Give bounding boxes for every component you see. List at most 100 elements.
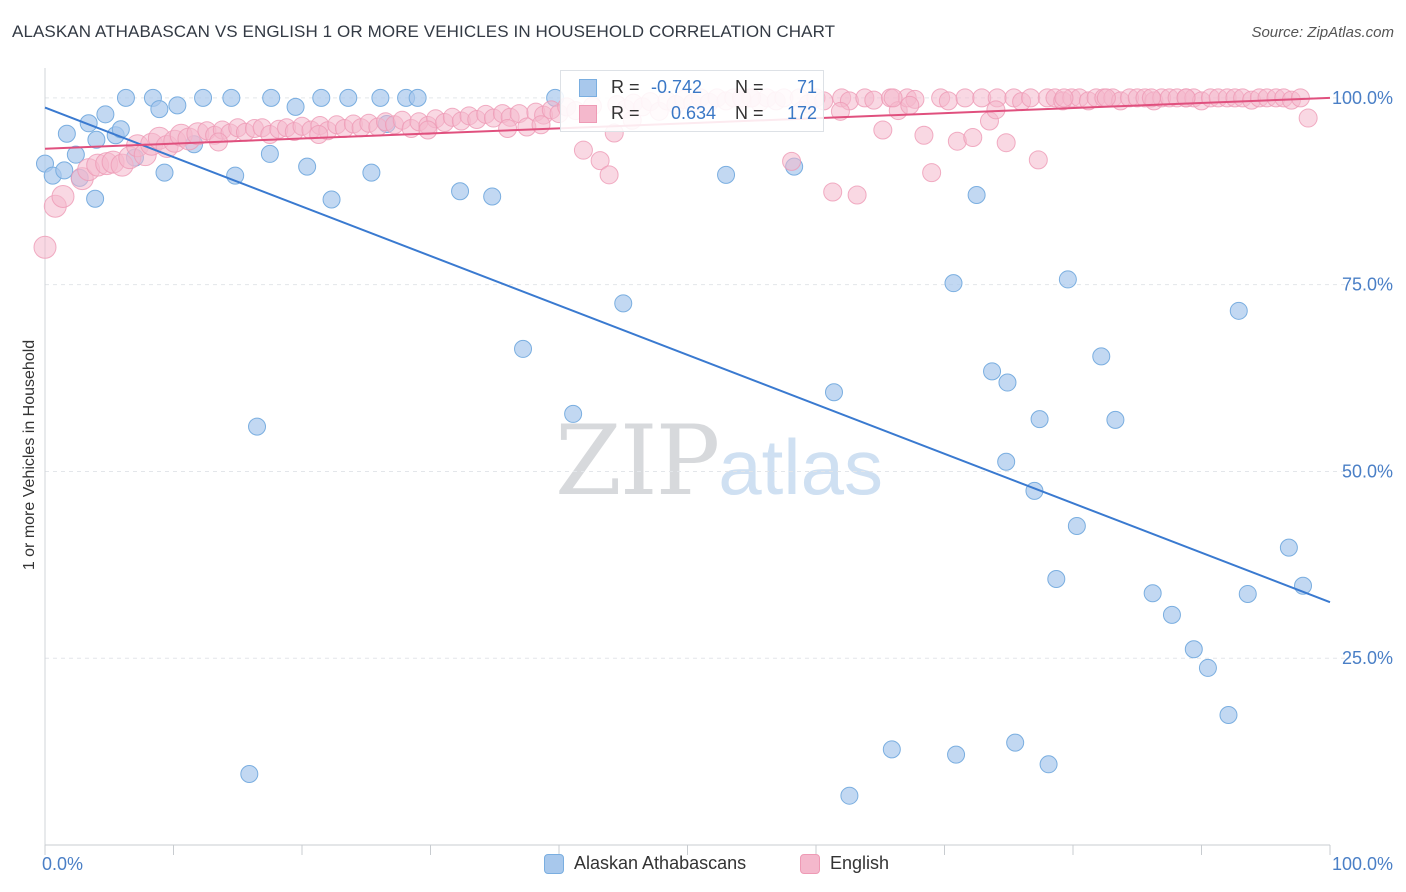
point-alaskan-athabascan — [997, 452, 1016, 471]
point-alaskan-athabascan — [262, 88, 281, 107]
point-alaskan-athabascan — [1006, 733, 1025, 752]
y-axis-label: 1 or more Vehicles in Household — [21, 339, 38, 571]
point-english — [33, 235, 57, 259]
point-english — [1054, 88, 1074, 108]
point-alaskan-athabascan — [1067, 516, 1086, 535]
point-alaskan-athabascan — [87, 130, 106, 149]
point-alaskan-athabascan — [1047, 570, 1066, 589]
r-value-english: 0.634 — [671, 103, 717, 123]
watermark-atlas: atlas — [718, 423, 883, 511]
point-alaskan-athabascan — [298, 157, 317, 176]
legend-label-english: English — [830, 853, 890, 873]
point-alaskan-athabascan — [286, 97, 305, 116]
legend-label-alaskan: Alaskan Athabascans — [574, 853, 747, 873]
point-english — [900, 95, 920, 115]
point-english — [830, 101, 850, 121]
point-english — [938, 91, 958, 111]
point-english — [531, 115, 551, 135]
point-alaskan-athabascan — [840, 786, 859, 805]
point-alaskan-athabascan — [260, 144, 279, 163]
point-english — [864, 90, 884, 110]
chart-title: ALASKAN ATHABASCAN VS ENGLISH 1 OR MORE … — [12, 22, 836, 41]
point-alaskan-athabascan — [1279, 538, 1298, 557]
series-alaskan-athabascans-points — [36, 88, 1313, 805]
point-alaskan-athabascan — [1219, 706, 1238, 725]
point-alaskan-athabascan — [451, 182, 470, 201]
point-alaskan-athabascan — [362, 163, 381, 182]
point-english — [823, 182, 843, 202]
point-english — [51, 185, 75, 209]
watermark: ZIPatlas — [555, 405, 883, 517]
point-alaskan-athabascan — [1106, 410, 1125, 429]
point-english — [922, 163, 942, 183]
point-alaskan-athabascan — [1058, 270, 1077, 289]
r-label: R = — [611, 103, 640, 123]
point-alaskan-athabascan — [168, 96, 187, 115]
point-english — [847, 185, 867, 205]
point-english — [996, 133, 1016, 153]
legend-swatch-blue — [579, 79, 597, 97]
point-alaskan-athabascan — [1238, 584, 1257, 603]
point-english — [1298, 108, 1318, 128]
legend-swatch-pink — [579, 105, 597, 123]
r-value-alaskan: -0.742 — [651, 77, 703, 97]
n-label: N = — [735, 103, 764, 123]
point-alaskan-athabascan — [947, 745, 966, 764]
point-alaskan-athabascan — [967, 186, 986, 205]
point-alaskan-athabascan — [944, 274, 963, 293]
point-alaskan-athabascan — [116, 88, 135, 107]
point-english — [1021, 88, 1041, 108]
point-alaskan-athabascan — [55, 161, 74, 180]
point-english — [782, 151, 802, 171]
source-credit: Source: ZipAtlas.com — [1251, 24, 1394, 41]
n-value-english: 172 — [786, 103, 817, 123]
point-alaskan-athabascan — [824, 383, 843, 402]
point-alaskan-athabascan — [564, 404, 583, 423]
point-alaskan-athabascan — [983, 362, 1002, 381]
point-english — [955, 88, 975, 108]
point-alaskan-athabascan — [194, 88, 213, 107]
point-english — [1096, 88, 1116, 108]
y-tick-label: 25.0% — [1342, 648, 1393, 668]
series-english-points — [33, 88, 1318, 259]
point-alaskan-athabascan — [1092, 347, 1111, 366]
legend-swatch-pink — [800, 854, 820, 874]
stats-legend: R = -0.742 N = 71 R = 0.634 N = 172 — [560, 70, 824, 132]
point-english — [309, 124, 329, 144]
point-alaskan-athabascan — [322, 190, 341, 209]
point-alaskan-athabascan — [371, 88, 390, 107]
point-alaskan-athabascan — [155, 163, 174, 182]
tick-labels: 25.0% 50.0% 75.0% 100.0% 0.0% 100.0% — [42, 88, 1393, 874]
point-english — [1176, 88, 1196, 108]
point-alaskan-athabascan — [1039, 755, 1058, 774]
r-label: R = — [611, 77, 640, 97]
n-value-alaskan: 71 — [796, 77, 817, 97]
point-alaskan-athabascan — [240, 765, 259, 784]
point-english — [1141, 88, 1161, 108]
point-english — [599, 165, 619, 185]
point-alaskan-athabascan — [514, 339, 533, 358]
x-tick-label: 100.0% — [1332, 854, 1393, 874]
point-alaskan-athabascan — [717, 165, 736, 184]
point-alaskan-athabascan — [1198, 658, 1217, 677]
point-alaskan-athabascan — [339, 88, 358, 107]
point-english — [498, 119, 518, 139]
point-english — [418, 120, 438, 140]
y-tick-label: 100.0% — [1332, 88, 1393, 108]
point-alaskan-athabascan — [1184, 640, 1203, 659]
axes — [44, 68, 1331, 855]
x-tick-label: 0.0% — [42, 854, 83, 874]
point-english — [1028, 150, 1048, 170]
point-alaskan-athabascan — [998, 373, 1017, 392]
point-alaskan-athabascan — [408, 88, 427, 107]
point-alaskan-athabascan — [614, 294, 633, 313]
point-alaskan-athabascan — [1162, 605, 1181, 624]
point-alaskan-athabascan — [1143, 584, 1162, 603]
point-alaskan-athabascan — [96, 105, 115, 124]
legend-swatch-blue — [544, 854, 564, 874]
y-tick-label: 50.0% — [1342, 461, 1393, 481]
y-tick-label: 75.0% — [1342, 275, 1393, 295]
point-alaskan-athabascan — [1030, 410, 1049, 429]
point-alaskan-athabascan — [312, 88, 331, 107]
